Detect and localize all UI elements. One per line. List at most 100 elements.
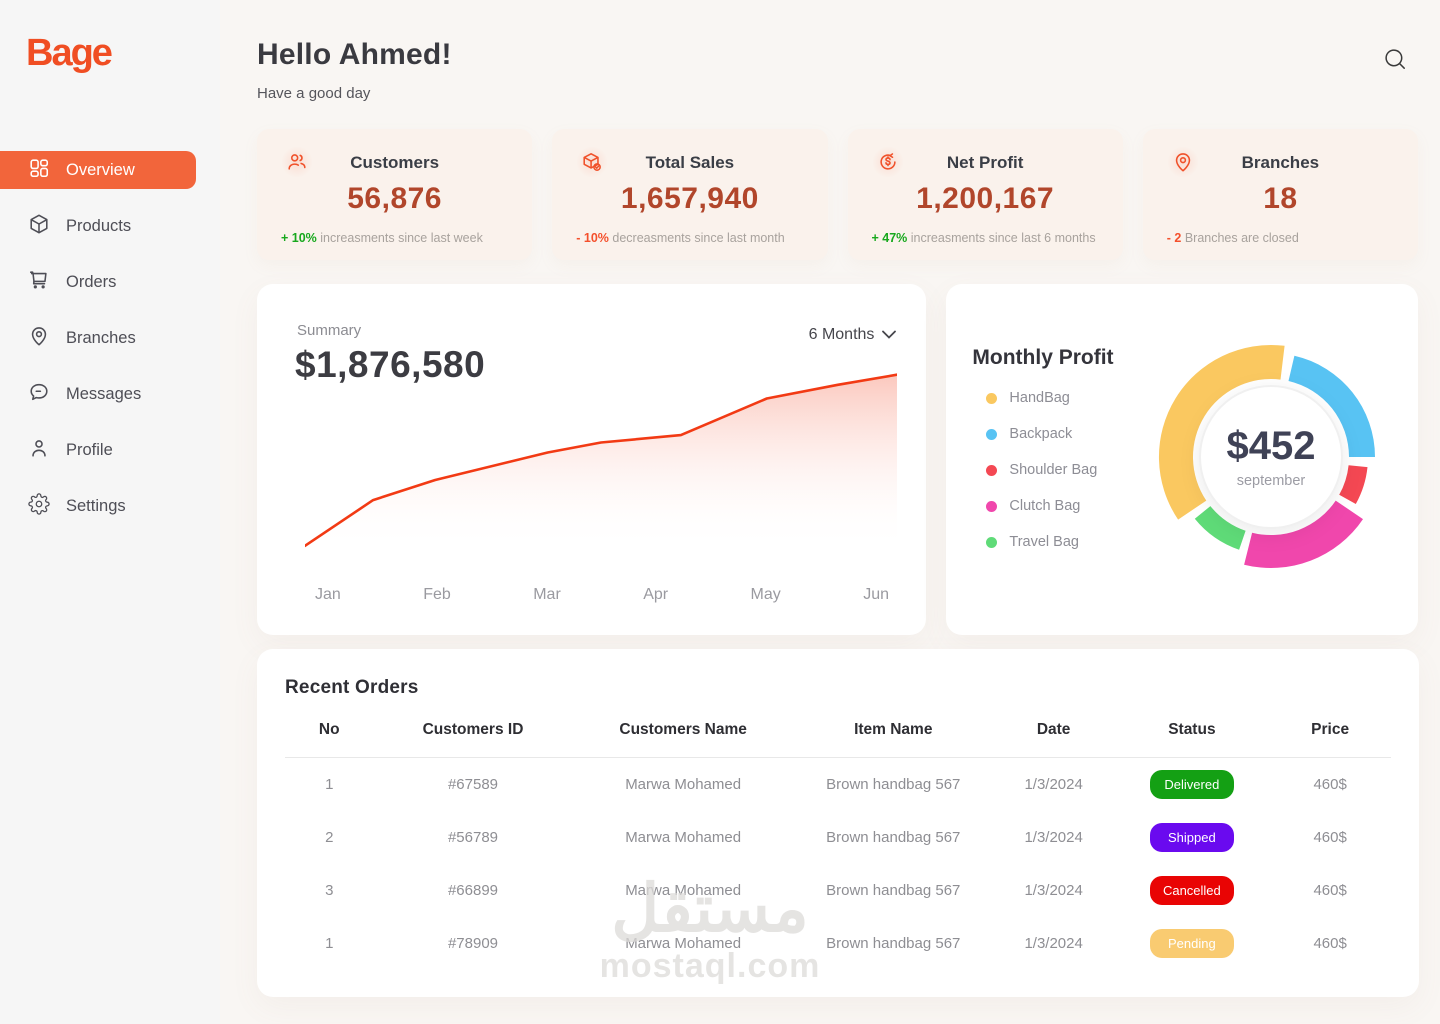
legend-item-handbag: HandBag [986,390,1097,406]
cell-customer-name: Marwa Mohamed [625,776,742,793]
sidebar: Bage Overview Products Orders Branches M… [0,0,220,1024]
donut-segment-handbag [1159,344,1286,520]
sidebar-nav: Overview Products Orders Branches Messag… [0,151,220,525]
donut-center-label: september [1237,473,1306,489]
x-axis-label: Jun [863,586,889,603]
search-button[interactable] [1382,46,1408,75]
status-badge: Shipped [1149,823,1234,852]
legend-label: Backpack [1009,426,1073,442]
table-row: 1 #78909 Marwa Mohamed Brown handbag 567… [285,917,1391,970]
sidebar-item-profile[interactable]: Profile [0,431,196,469]
sidebar-item-label: Profile [66,440,113,459]
legend-dot [986,392,998,404]
sidebar-item-overview[interactable]: Overview [0,151,196,189]
sidebar-item-messages[interactable]: Messages [0,375,196,413]
table-row: 2 #56789 Marwa Mohamed Brown handbag 567… [285,811,1391,864]
legend-label: Shoulder Bag [1009,462,1098,478]
status-badge: Cancelled [1149,876,1234,905]
cell-customer-id: #66899 [447,882,499,899]
stat-card-branches: Branches 18 - 2 Branches are closed [1142,129,1418,260]
cell-no: 3 [325,882,334,899]
column-header-customers-id: Customers ID [422,721,524,738]
sidebar-item-branches[interactable]: Branches [0,319,196,357]
cell-date: 1/3/2024 [1024,829,1083,846]
stat-cards-row: Customers 56,876 + 10% increasments sinc… [257,129,1418,260]
cell-customer-id: #56789 [447,829,499,846]
monthly-profit-card: Monthly Profit HandBag Backpack Shoulder… [946,284,1418,635]
cell-item-name: Brown handbag 567 [826,776,961,793]
cell-customer-name: Marwa Mohamed [625,829,742,846]
legend-dot [986,464,998,476]
summary-label: Summary [297,322,362,339]
area-fill [305,374,897,559]
x-axis-label: Feb [423,586,451,603]
chevron-down-icon [882,326,897,344]
stat-note: - 10% decreasments since last month [576,231,785,245]
legend-label: Travel Bag [1009,534,1079,550]
stat-delta: + 10% [281,231,317,245]
customers-icon [281,146,313,178]
settings-gear-icon [28,492,50,520]
stat-value: 56,876 [347,182,442,215]
legend-item-travel-bag: Travel Bag [986,534,1097,550]
trend-line [303,373,899,548]
column-header-no: No [318,721,340,738]
charts-row: Summary $1,876,580 6 Months Jan Feb Mar Apr… [257,284,1418,635]
stat-delta: - 2 [1166,231,1182,245]
sales-box-icon [576,146,609,178]
summary-amount: $1,876,580 [295,344,486,385]
column-header-customers-name: Customers Name [619,721,747,738]
donut-segment-clutch-bag [1244,500,1364,569]
x-axis-labels: Jan Feb Mar Apr May Jun [305,586,897,604]
stat-note: + 10% increasments since last week [281,231,483,245]
overview-grid-icon [28,157,50,184]
x-axis-label: Jan [315,586,341,603]
x-axis-label: Apr [643,586,669,603]
x-axis-label: May [750,586,781,603]
legend-dot [986,500,998,512]
products-box-icon [28,213,50,240]
donut-segment-shoulder-bag [1339,465,1368,504]
sidebar-item-products[interactable]: Products [0,207,196,245]
sidebar-item-label: Settings [66,496,126,515]
cell-no: 1 [325,776,334,793]
legend-item-clutch-bag: Clutch Bag [986,498,1097,514]
table-row: 3 #66899 Marwa Mohamed Brown handbag 567… [285,864,1391,917]
sidebar-item-orders[interactable]: Orders [0,263,196,301]
cell-customer-id: #67589 [447,776,499,793]
main-content: Hello Ahmed! Have a good day Customers 5… [220,0,1440,1024]
cell-item-name: Brown handbag 567 [826,882,961,899]
branches-pin-icon [28,325,50,352]
column-header-item-name: Item Name [854,721,933,738]
legend-item-shoulder-bag: Shoulder Bag [986,462,1097,478]
stat-delta: + 47% [871,231,908,245]
range-selector-dropdown[interactable]: 6 Months [809,326,897,344]
legend-dot [986,428,998,440]
cell-customer-name: Marwa Mohamed [625,882,742,899]
stat-delta: - 10% [576,231,609,245]
range-selector-value: 6 Months [808,326,875,343]
x-axis-label: Mar [533,586,561,603]
legend-dot [986,536,998,548]
donut-segment-backpack [1288,355,1376,457]
column-header-status: Status [1168,721,1216,738]
monthly-profit-donut-chart: $452 september [1151,337,1391,577]
stat-value: 1,200,167 [916,182,1055,215]
cell-date: 1/3/2024 [1024,935,1083,952]
sidebar-item-label: Products [66,216,132,235]
page-title: Hello Ahmed! [257,38,452,71]
page-header: Hello Ahmed! Have a good day [257,38,1418,102]
cell-date: 1/3/2024 [1024,776,1083,793]
legend-label: HandBag [1009,390,1070,406]
legend-item-backpack: Backpack [986,426,1097,442]
table-body: 1 #67589 Marwa Mohamed Brown handbag 567… [285,758,1391,970]
branches-pin-icon [1166,146,1199,178]
donut-center [1199,385,1344,529]
sidebar-item-settings[interactable]: Settings [0,487,196,525]
table-header-row: No Customers ID Customers Name Item Name Dat… [285,721,1391,739]
stat-card-customers: Customers 56,876 + 10% increasments sinc… [257,129,533,260]
cell-no: 2 [325,829,334,846]
table-row: 1 #67589 Marwa Mohamed Brown handbag 567… [285,758,1391,811]
cell-item-name: Brown handbag 567 [826,829,961,846]
cell-customer-name: Marwa Mohamed [625,935,742,952]
